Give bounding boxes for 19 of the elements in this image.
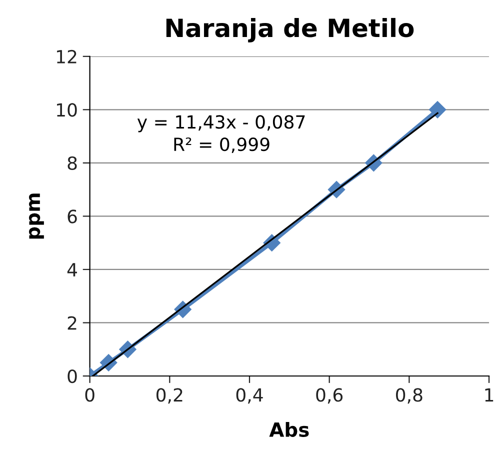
chart-title: Naranja de Metilo: [166, 18, 414, 42]
x-tick-label: 0,8: [396, 388, 422, 404]
y-tick-label: 12: [57, 50, 76, 64]
y-tick-label: 0: [68, 369, 77, 384]
y-tick-label: 10: [57, 103, 77, 117]
y-tick-label: 8: [68, 156, 77, 170]
annotation: R² = 0,999: [174, 137, 270, 153]
x-axis-title: Abs: [269, 422, 309, 437]
y-axis-title: ppm: [28, 194, 44, 239]
x-tick-label: 0: [85, 388, 94, 402]
x-tick-label: 1: [485, 388, 494, 402]
x-tick-label: 0,2: [156, 388, 182, 404]
x-tick-label: 0,6: [316, 388, 343, 404]
y-tick-label: 2: [68, 316, 76, 330]
point: [428, 101, 446, 118]
y-tick-label: 6: [68, 210, 77, 224]
annotation: y = 11,43x - 0,087: [137, 115, 305, 132]
y-tick-label: 4: [67, 263, 77, 276]
x-tick-label: 0,4: [236, 388, 263, 404]
